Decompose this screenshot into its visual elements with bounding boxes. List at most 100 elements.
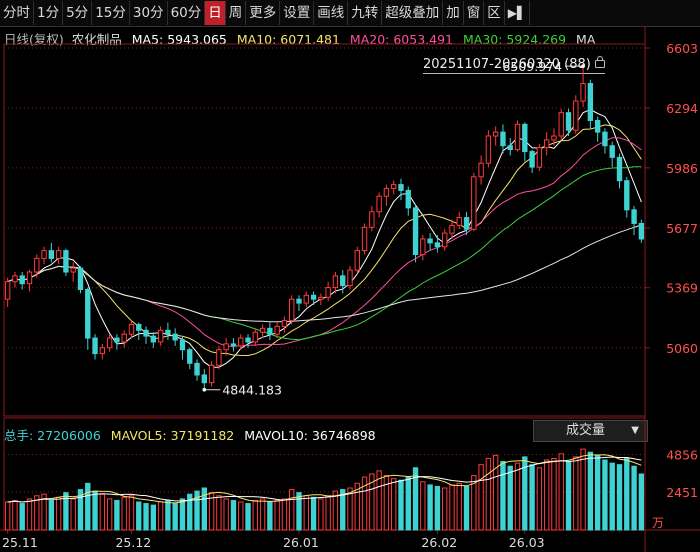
candle-body: [558, 112, 564, 137]
candle-body: [70, 267, 76, 273]
candle-body: [63, 250, 69, 273]
candle-body: [310, 294, 317, 300]
date-tick-label: 26.01: [283, 535, 319, 550]
toolbar-button-11[interactable]: 九转: [348, 1, 383, 25]
candle-body: [391, 184, 397, 189]
volume-bar: [376, 470, 382, 531]
candle-body: [77, 267, 84, 290]
price-tick-label: 5986: [666, 161, 698, 176]
price-tick-label: 6603: [666, 41, 698, 56]
volume-bar: [565, 461, 572, 531]
volume-bar: [594, 454, 601, 531]
candle-body: [485, 135, 492, 164]
toolbar-button-13[interactable]: 加: [443, 1, 464, 25]
lock-icon[interactable]: [594, 56, 605, 68]
volume-info-line: 总手: 27206006 MAVOL5: 37191182 MAVOL10: 3…: [4, 425, 382, 444]
candle-body: [179, 339, 186, 351]
candle-body: [427, 238, 433, 244]
toolbar-button-10[interactable]: 画线: [314, 1, 349, 25]
toolbar-button-7[interactable]: 周: [226, 1, 247, 25]
toolbar-button-8[interactable]: 更多: [246, 1, 281, 25]
volume-bar: [318, 498, 324, 531]
candle-body: [602, 131, 608, 147]
volume-bar: [383, 475, 390, 531]
volume-bar: [369, 473, 375, 531]
candle-body: [4, 281, 11, 300]
range-label[interactable]: 20251107-20260320 (88): [423, 56, 605, 74]
volume-bar: [478, 464, 484, 531]
candle-body: [471, 176, 477, 230]
toolbar-button-2[interactable]: 5分: [63, 1, 93, 25]
candle-body: [383, 187, 390, 197]
volume-bar: [259, 498, 266, 531]
candle-body: [296, 298, 302, 304]
toolbar-button-15[interactable]: 区: [484, 1, 505, 25]
volume-bar: [543, 459, 550, 531]
toolbar-button-14[interactable]: 窗: [464, 1, 485, 25]
volume-bar: [514, 462, 521, 531]
price-panel-border: [3, 43, 646, 417]
candle-body: [208, 364, 215, 384]
toolbar-button-5[interactable]: 60分: [168, 1, 206, 25]
volume-bar: [310, 496, 317, 531]
candle-body: [150, 335, 157, 343]
candle-body: [638, 222, 645, 240]
candle-body: [121, 333, 127, 343]
total-volume: 总手: 27206006: [4, 428, 101, 443]
volume-bar: [616, 464, 623, 531]
toolbar-button-6[interactable]: 日: [205, 1, 226, 25]
volume-unit-label: 万: [652, 516, 664, 530]
toolbar-button-12[interactable]: 超级叠加: [382, 1, 444, 25]
candle-body: [412, 207, 419, 256]
toolbar-button-3[interactable]: 15分: [92, 1, 130, 25]
candle-body: [500, 131, 506, 147]
volume-bar: [128, 495, 135, 531]
volume-indicator-select[interactable]: 成交量 ▼: [533, 420, 648, 442]
price-tick-label: 5060: [666, 341, 698, 356]
volume-bar: [602, 459, 608, 531]
date-tick-label: 26.02: [421, 535, 457, 550]
candle-body: [529, 151, 535, 168]
toolbar-button-9[interactable]: 设置: [280, 1, 315, 25]
toolbar-button-0[interactable]: 分时: [0, 1, 34, 25]
candle-body: [267, 327, 273, 335]
volume-bar: [238, 501, 244, 531]
candle-body: [398, 184, 404, 191]
price-tick-label: 5677: [666, 221, 698, 236]
candle-body: [580, 83, 586, 102]
ma5-line: [7, 109, 642, 368]
candle-body: [369, 211, 375, 228]
toolbar-button-4[interactable]: 30分: [130, 1, 168, 25]
candle-body: [245, 337, 251, 343]
volume-bar: [340, 489, 346, 531]
volume-bar: [172, 503, 178, 531]
index-name: 农化制品: [71, 32, 122, 47]
candle-body: [624, 180, 630, 211]
ma5-value: MA5: 5943.065: [131, 32, 227, 47]
candle-body: [143, 329, 149, 337]
candle-body: [136, 323, 142, 331]
candle-body: [201, 374, 207, 384]
candle-body: [507, 145, 513, 151]
candle-body: [536, 147, 543, 168]
toolbar-button-1[interactable]: 1分: [34, 1, 64, 25]
low-marker-dot: [202, 387, 207, 392]
date-tick-label: 25.12: [115, 535, 151, 550]
candle-body: [340, 275, 346, 287]
candle-body: [361, 226, 368, 252]
candle-body: [34, 257, 40, 273]
volume-bar: [332, 490, 339, 531]
mavol5-value: MAVOL5: 37191182: [110, 428, 235, 443]
low-annotation: 4844.183: [222, 383, 282, 398]
high-annotation: 6509.974: [502, 59, 562, 74]
toolbar-next-icon[interactable]: ▶▌: [505, 1, 531, 25]
candle-body: [26, 271, 33, 285]
candle-body: [631, 209, 637, 224]
chevron-down-icon: ▼: [631, 425, 639, 436]
candle-body: [514, 123, 521, 151]
candle-body: [442, 232, 448, 248]
volume-bar: [267, 501, 273, 531]
candle-body: [573, 100, 579, 131]
candle-body: [587, 83, 594, 121]
